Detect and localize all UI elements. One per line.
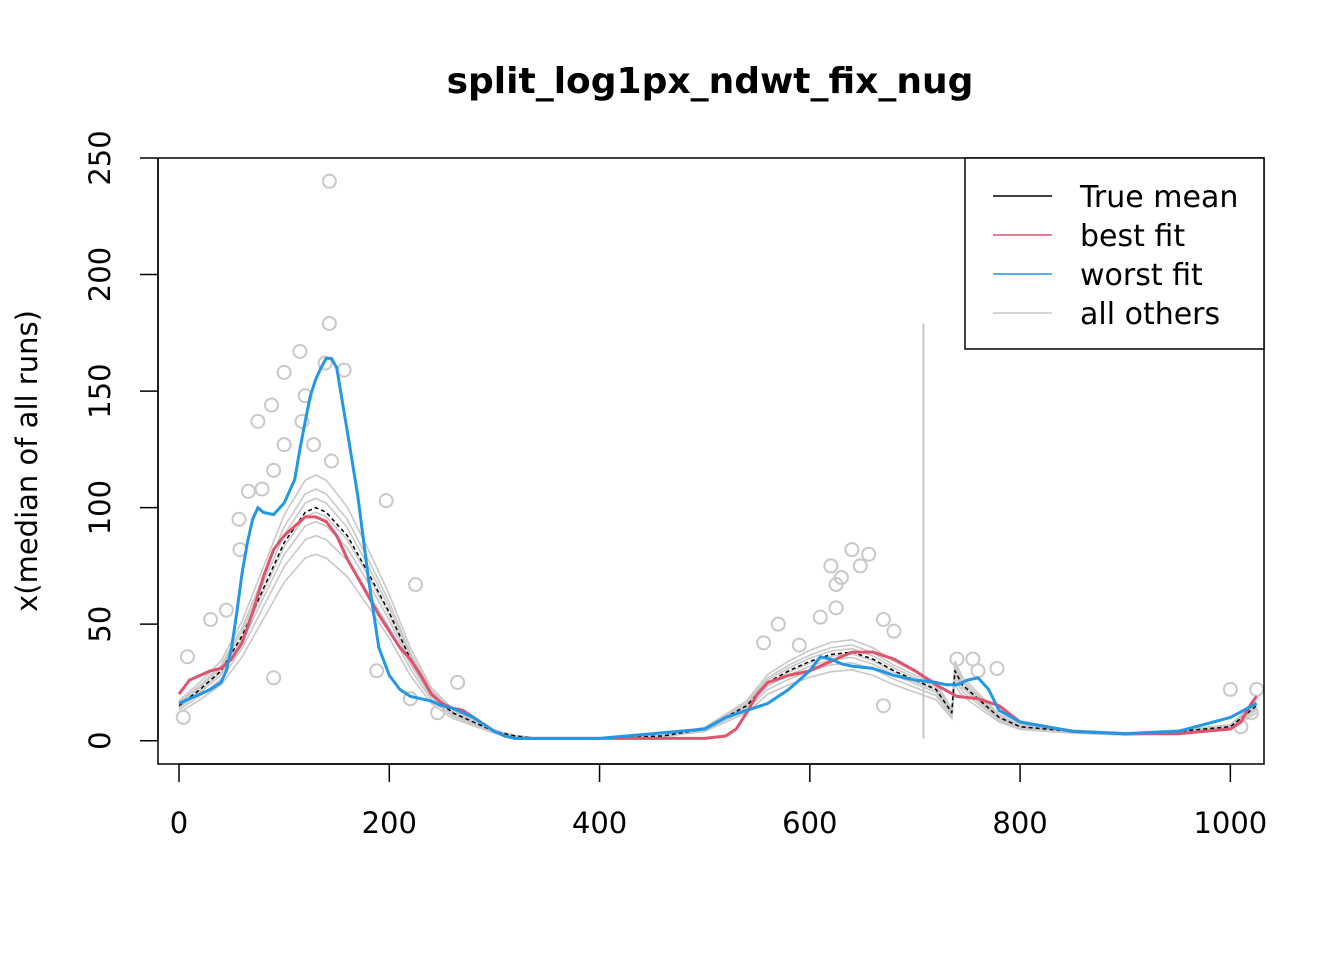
others-point	[276, 437, 292, 453]
x-tick-label: 400	[572, 806, 627, 840]
legend-label: best fit	[1080, 219, 1185, 254]
others-point	[852, 558, 868, 574]
others-point	[240, 483, 256, 499]
others-point	[989, 660, 1005, 676]
others-point	[833, 570, 849, 586]
legend-label: worst fit	[1080, 258, 1203, 293]
y-tick-label: 0	[83, 731, 117, 749]
others-point	[378, 493, 394, 509]
y-tick-label: 100	[83, 480, 117, 535]
others-point	[875, 611, 891, 627]
legend-label: all others	[1080, 297, 1220, 332]
others-point	[292, 343, 308, 359]
others-point	[203, 611, 219, 627]
y-tick-label: 200	[83, 247, 117, 302]
legend-label: True mean	[1079, 180, 1238, 215]
others-point	[770, 616, 786, 632]
others-point	[430, 705, 446, 721]
others-point	[276, 364, 292, 380]
legend-box	[964, 157, 1265, 350]
others-point	[266, 670, 282, 686]
others-point	[231, 511, 247, 527]
others-curve	[178, 553, 1258, 740]
others-point	[861, 546, 877, 562]
others-point	[306, 437, 322, 453]
plot-area	[175, 173, 1265, 740]
others-point	[450, 674, 466, 690]
others-point	[812, 609, 828, 625]
others-point	[254, 481, 270, 497]
others-point	[294, 413, 310, 429]
others-point	[1222, 681, 1238, 697]
others-point	[264, 397, 280, 413]
others-point	[875, 698, 891, 714]
others-point	[321, 315, 337, 331]
y-tick-label: 150	[83, 363, 117, 418]
y-axis-label: x(median of all runs)	[10, 310, 44, 612]
others-point	[823, 558, 839, 574]
others-point	[317, 355, 333, 371]
x-tick-label: 200	[362, 806, 417, 840]
y-tick-label: 50	[83, 606, 117, 643]
others-point	[791, 637, 807, 653]
series-line-worst-fit	[178, 356, 1258, 740]
others-point	[266, 462, 282, 478]
x-tick-label: 600	[782, 806, 837, 840]
others-point	[886, 623, 902, 639]
others-point	[218, 602, 234, 618]
others-point	[828, 600, 844, 616]
x-axis: 0 200 400 600 800 1000	[170, 763, 1267, 840]
others-point	[250, 413, 266, 429]
others-point	[179, 649, 195, 665]
others-point	[369, 663, 385, 679]
others-point	[756, 635, 772, 651]
y-axis: 0 50 100 150 200 250	[83, 130, 159, 750]
others-point	[844, 542, 860, 558]
y-tick-label: 250	[83, 130, 117, 185]
legend: True mean best fit worst fit all others	[964, 157, 1265, 350]
x-tick-label: 800	[992, 806, 1047, 840]
others-point	[408, 577, 424, 593]
others-point	[323, 453, 339, 469]
others-point	[175, 709, 191, 725]
others-point	[1249, 681, 1265, 697]
others-point	[949, 651, 965, 667]
others-point	[321, 173, 337, 189]
chart-title: split_log1px_ndwt_fix_nug	[447, 61, 974, 102]
x-tick-label: 0	[170, 806, 188, 840]
x-tick-label: 1000	[1193, 806, 1267, 840]
